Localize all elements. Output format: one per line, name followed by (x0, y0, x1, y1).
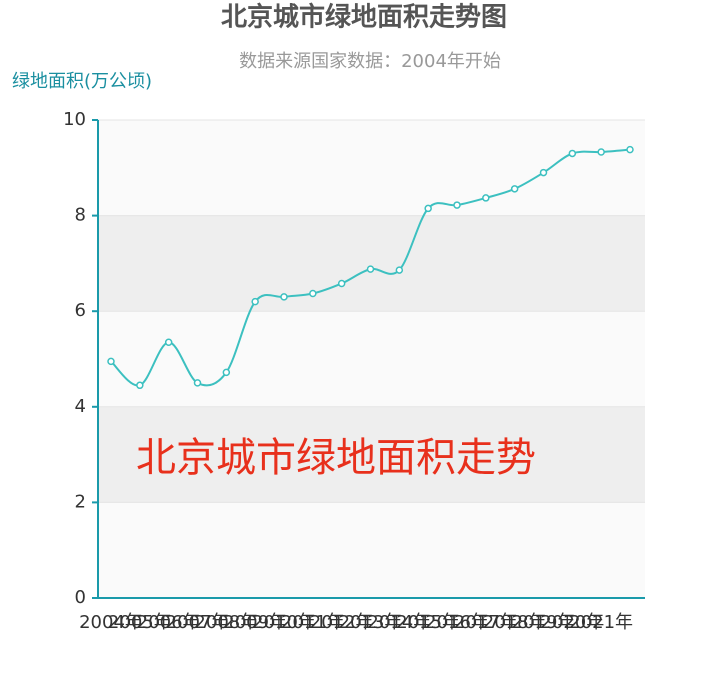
point (424, 204, 432, 213)
point (539, 168, 548, 177)
point (107, 357, 115, 366)
x-tick-label: 2012年 (310, 612, 374, 633)
y-axis-label: 绿地面积(万公顷) (12, 71, 152, 92)
x-tick-label: 2004年 (79, 612, 143, 633)
chart-subtitle: 数据来源国家数据：2004年开始 (239, 51, 501, 72)
point (193, 379, 202, 387)
point (453, 201, 461, 209)
x-tick-label: 2015年 (396, 612, 460, 633)
point (482, 194, 490, 202)
x-tick-label: 2006年 (137, 612, 201, 633)
point (597, 148, 605, 156)
y-tick-label: 2 (75, 491, 86, 512)
point (366, 265, 375, 273)
bands (98, 120, 645, 598)
x-tick-label: 2020年 (540, 612, 604, 633)
x-tick-label: 2007年 (166, 612, 230, 633)
x-tick-label: 2019年 (512, 612, 576, 633)
y-tick-label: 8 (75, 205, 86, 226)
grid-band (98, 502, 645, 598)
point (136, 381, 144, 390)
point (510, 185, 519, 193)
point (280, 293, 288, 301)
y-tick-label: 4 (75, 396, 86, 417)
grid-band (98, 311, 645, 407)
point (164, 338, 173, 347)
x-tick-label: 2016年 (425, 612, 489, 633)
point (337, 279, 346, 288)
x-tick-label: 2008年 (194, 612, 258, 633)
x-tick-label: 2018年 (483, 612, 547, 633)
x-tick-label: 2013年 (339, 612, 403, 633)
x-tick-label: 2014年 (367, 612, 431, 633)
x-tick-label: 2011年 (281, 612, 345, 633)
y-tick-label: 0 (75, 587, 86, 608)
x-tick-label: 2021年 (569, 612, 633, 633)
annotation: 北京城市绿地面积走势 (136, 435, 536, 481)
point (309, 289, 317, 298)
point (626, 145, 634, 154)
x-tick-label: 2017年 (454, 612, 518, 633)
x-tick-label: 2009年 (223, 612, 287, 633)
point (222, 368, 231, 377)
point (568, 149, 577, 158)
chart-title: 北京城市绿地面积走势图 (221, 2, 507, 33)
y-tick-label: 6 (75, 300, 86, 321)
point (251, 297, 259, 306)
grid-band (98, 215, 645, 312)
x-tick-label: 2005年 (108, 612, 172, 633)
grid-band (98, 406, 645, 503)
y-tick-label: 10 (63, 109, 86, 130)
grid-band (98, 120, 645, 216)
point (395, 266, 404, 274)
x-tick-label: 2010年 (252, 612, 316, 633)
